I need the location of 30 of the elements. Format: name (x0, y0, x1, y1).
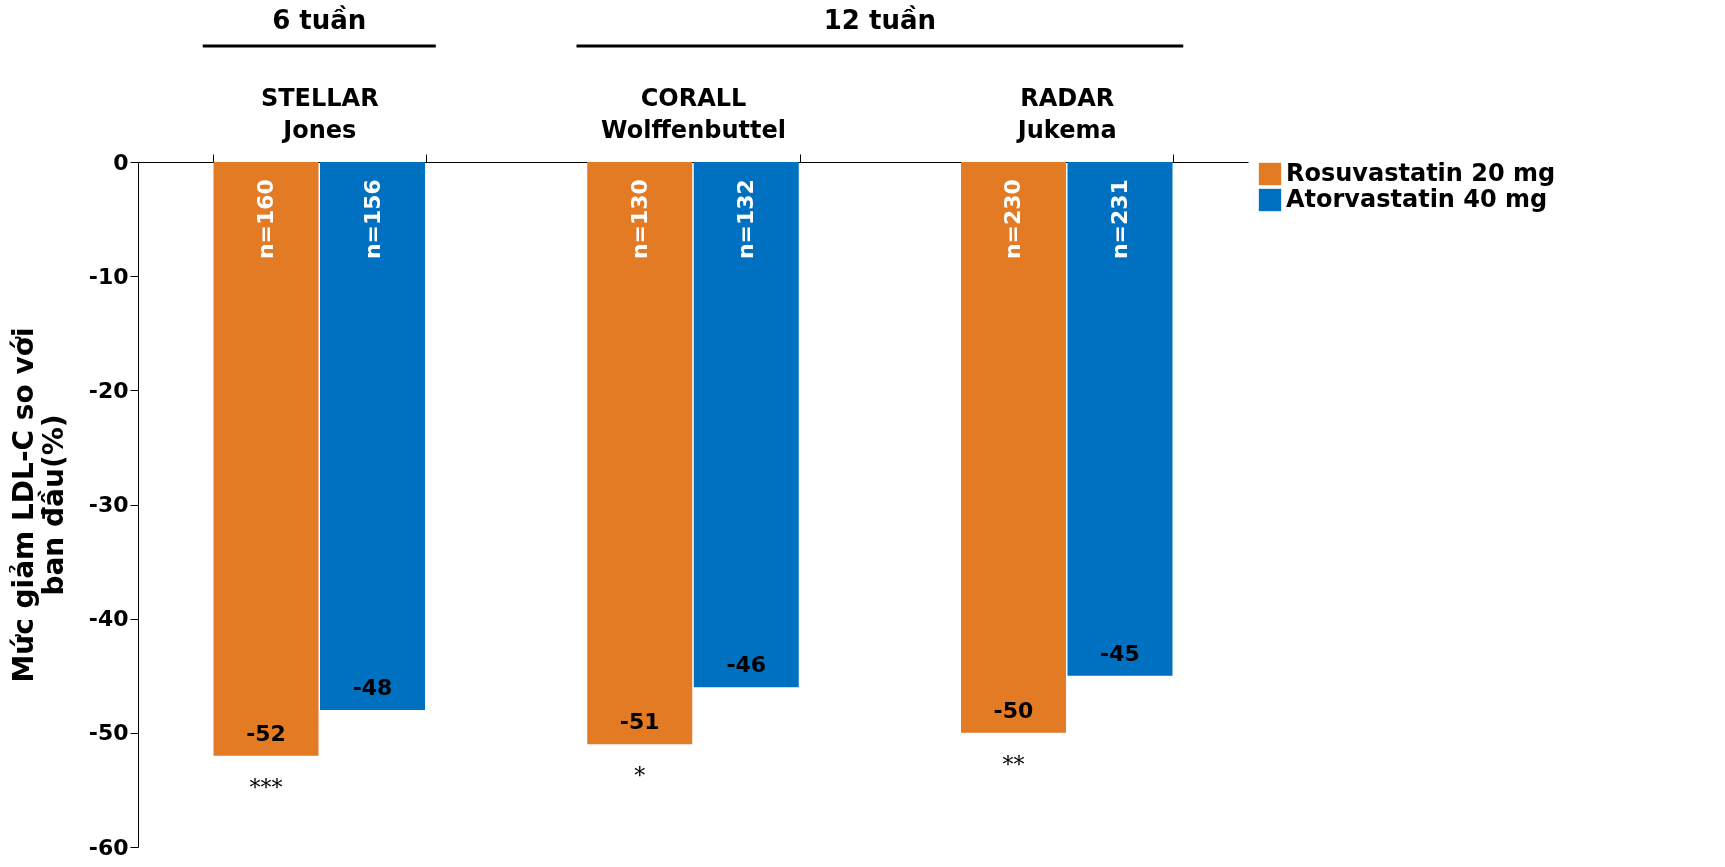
annotation: ** (1002, 751, 1025, 777)
x-tick-label: STELLAR Jones (260, 83, 379, 144)
data-label: -51 (619, 709, 660, 735)
annotation: n=132 (733, 179, 759, 260)
y-tick-label: -10 (88, 263, 129, 289)
y-tick-label: -40 (88, 606, 129, 632)
y-tick-label: -60 (88, 834, 129, 860)
annotation: n=230 (1000, 179, 1026, 260)
y-tick-label: -30 (88, 492, 129, 517)
y-tick-label: 0 (113, 149, 129, 175)
x-tick-label: RADAR Jukema (1015, 83, 1117, 144)
annotation: n=156 (359, 179, 385, 260)
annotation: n=231 (1106, 179, 1132, 260)
annotation: * (634, 763, 646, 789)
data-label: -46 (726, 652, 767, 678)
annotation: n=130 (626, 179, 652, 260)
text: 12 tuần (823, 5, 936, 35)
data-label: -52 (246, 720, 286, 746)
data-label: -50 (993, 697, 1034, 723)
annotation: n=160 (253, 179, 279, 260)
y-tick-label: -50 (88, 720, 129, 746)
data-label: -48 (352, 675, 393, 700)
x-tick-label: CORALL Wolffenbuttel (601, 83, 786, 144)
legend-label: Rosuvastatin 20 mg (1286, 159, 1556, 187)
y-tick-label: -20 (88, 377, 129, 403)
annotation: *** (249, 774, 283, 800)
y-axis-title: Mức giảm LDL-C so với ban đầu(%) (6, 327, 70, 683)
text: 6 tuần (272, 5, 367, 35)
legend-label: Atorvastatin 40 mg (1286, 185, 1548, 213)
data-label: -45 (1100, 640, 1140, 666)
